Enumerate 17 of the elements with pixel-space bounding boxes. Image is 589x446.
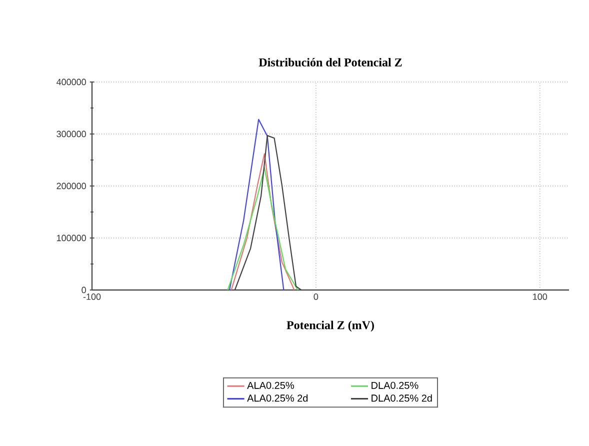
legend-label: DLA0.25% 2d	[372, 394, 432, 402]
x-tick-label: -100	[83, 294, 101, 300]
y-tick-label: 100000	[56, 234, 86, 242]
y-tick-label: 200000	[56, 182, 86, 190]
line-series	[228, 118, 284, 290]
y-tick-label: 0	[82, 286, 86, 294]
line-series	[227, 167, 298, 290]
legend-label: DLA0.25%	[372, 382, 418, 389]
x-axis-title: Potencial Z (mV)	[286, 320, 374, 332]
line-series	[230, 153, 295, 290]
x-tick-label: 100	[533, 294, 548, 300]
y-tick-label: 400000	[56, 78, 86, 86]
y-tick-label: 300000	[56, 130, 86, 138]
x-tick-label: 0	[314, 294, 318, 300]
chart-title: Distribución del Potencial Z	[258, 58, 402, 66]
legend-label: ALA0.25%	[247, 382, 294, 389]
legend-label: ALA0.25% 2d	[247, 394, 308, 402]
